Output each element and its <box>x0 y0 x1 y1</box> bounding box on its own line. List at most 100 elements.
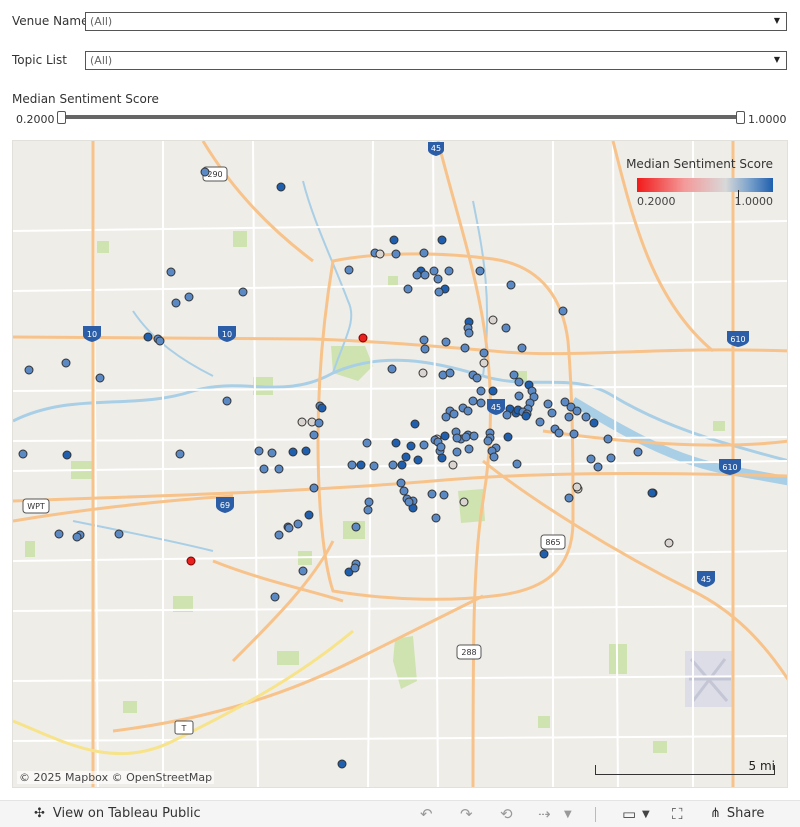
venue-marker[interactable] <box>502 410 512 420</box>
refresh-icon[interactable]: ⇢ <box>538 805 551 823</box>
venue-marker[interactable] <box>399 486 409 496</box>
revert-icon[interactable]: ⟲ <box>500 805 513 823</box>
venue-marker[interactable] <box>647 488 657 498</box>
venue-marker[interactable] <box>309 483 319 493</box>
venue-marker[interactable] <box>476 386 486 396</box>
venue-marker[interactable] <box>238 287 248 297</box>
venue-marker[interactable] <box>503 432 513 442</box>
venue-marker[interactable] <box>314 418 324 428</box>
venue-marker[interactable] <box>186 556 196 566</box>
venue-marker[interactable] <box>143 332 153 342</box>
venue-marker[interactable] <box>517 343 527 353</box>
venue-marker[interactable] <box>464 328 474 338</box>
venue-marker[interactable] <box>593 462 603 472</box>
venue-marker[interactable] <box>506 280 516 290</box>
undo-icon[interactable]: ↶ <box>420 805 433 823</box>
fullscreen-icon[interactable]: ⛶ <box>672 805 683 823</box>
venue-marker[interactable] <box>464 444 474 454</box>
venue-marker[interactable] <box>440 431 450 441</box>
venue-marker[interactable] <box>452 433 462 443</box>
venue-marker[interactable] <box>413 455 423 465</box>
venue-marker[interactable] <box>572 482 582 492</box>
venue-marker[interactable] <box>429 266 439 276</box>
venue-marker[interactable] <box>469 431 479 441</box>
venue-marker[interactable] <box>603 434 613 444</box>
venue-marker[interactable] <box>350 563 360 573</box>
venue-map[interactable]: 290 45 10 10 610 45 <box>12 140 788 788</box>
venue-marker[interactable] <box>254 446 264 456</box>
venue-marker[interactable] <box>554 428 564 438</box>
venue-marker[interactable] <box>512 459 522 469</box>
venue-marker[interactable] <box>459 497 469 507</box>
venue-marker[interactable] <box>472 373 482 383</box>
comment-icon[interactable]: ▭ <box>622 805 637 823</box>
venue-marker[interactable] <box>581 412 591 422</box>
venue-marker[interactable] <box>406 441 416 451</box>
venue-marker[interactable] <box>344 265 354 275</box>
venue-marker[interactable] <box>337 759 347 769</box>
venue-marker[interactable] <box>222 396 232 406</box>
venue-marker[interactable] <box>434 287 444 297</box>
venue-dropdown[interactable]: (All) ▼ <box>85 12 787 31</box>
venue-marker[interactable] <box>449 409 459 419</box>
venue-marker[interactable] <box>298 566 308 576</box>
venue-marker[interactable] <box>445 368 455 378</box>
venue-marker[interactable] <box>397 460 407 470</box>
venue-marker[interactable] <box>276 182 286 192</box>
venue-marker[interactable] <box>267 448 277 458</box>
venue-marker[interactable] <box>284 523 294 533</box>
venue-marker[interactable] <box>184 292 194 302</box>
venue-marker[interactable] <box>309 430 319 440</box>
venue-marker[interactable] <box>401 452 411 462</box>
sentiment-slider-track[interactable] <box>62 115 740 119</box>
venue-marker[interactable] <box>388 460 398 470</box>
venue-marker[interactable] <box>274 530 284 540</box>
venue-marker[interactable] <box>420 344 430 354</box>
redo-icon[interactable]: ↷ <box>460 805 473 823</box>
venue-marker[interactable] <box>547 408 557 418</box>
venue-marker[interactable] <box>501 323 511 333</box>
topic-dropdown[interactable]: (All) ▼ <box>85 51 787 70</box>
map-attribution[interactable]: © 2025 Mapbox © OpenStreetMap <box>17 771 215 784</box>
venue-marker[interactable] <box>362 438 372 448</box>
venue-marker[interactable] <box>543 399 553 409</box>
venue-marker[interactable] <box>589 418 599 428</box>
venue-marker[interactable] <box>375 249 385 259</box>
venue-marker[interactable] <box>412 270 422 280</box>
venue-marker[interactable] <box>171 298 181 308</box>
venue-marker[interactable] <box>436 442 446 452</box>
venue-marker[interactable] <box>509 370 519 380</box>
venue-marker[interactable] <box>483 436 493 446</box>
venue-marker[interactable] <box>297 417 307 427</box>
venue-marker[interactable] <box>54 529 64 539</box>
venue-marker[interactable] <box>301 446 311 456</box>
venue-marker[interactable] <box>441 337 451 347</box>
venue-marker[interactable] <box>463 406 473 416</box>
venue-marker[interactable] <box>351 522 361 532</box>
venue-marker[interactable] <box>539 549 549 559</box>
venue-marker[interactable] <box>488 386 498 396</box>
slider-min-handle[interactable] <box>57 111 66 124</box>
venue-marker[interactable] <box>387 364 397 374</box>
venue-marker[interactable] <box>437 453 447 463</box>
venue-marker[interactable] <box>514 377 524 387</box>
venue-marker[interactable] <box>347 460 357 470</box>
refresh-dropdown-icon[interactable]: ▼ <box>564 809 572 820</box>
venue-marker[interactable] <box>396 478 406 488</box>
venue-marker[interactable] <box>419 248 429 258</box>
venue-marker[interactable] <box>444 266 454 276</box>
venue-marker[interactable] <box>420 270 430 280</box>
venue-markers[interactable] <box>18 167 674 769</box>
venue-marker[interactable] <box>403 284 413 294</box>
venue-marker[interactable] <box>72 532 82 542</box>
venue-marker[interactable] <box>364 497 374 507</box>
venue-marker[interactable] <box>293 519 303 529</box>
venue-marker[interactable] <box>633 447 643 457</box>
venue-marker[interactable] <box>274 464 284 474</box>
venue-marker[interactable] <box>427 489 437 499</box>
venue-marker[interactable] <box>270 592 280 602</box>
venue-marker[interactable] <box>439 490 449 500</box>
venue-marker[interactable] <box>410 419 420 429</box>
venue-marker[interactable] <box>155 336 165 346</box>
venue-marker[interactable] <box>404 497 414 507</box>
